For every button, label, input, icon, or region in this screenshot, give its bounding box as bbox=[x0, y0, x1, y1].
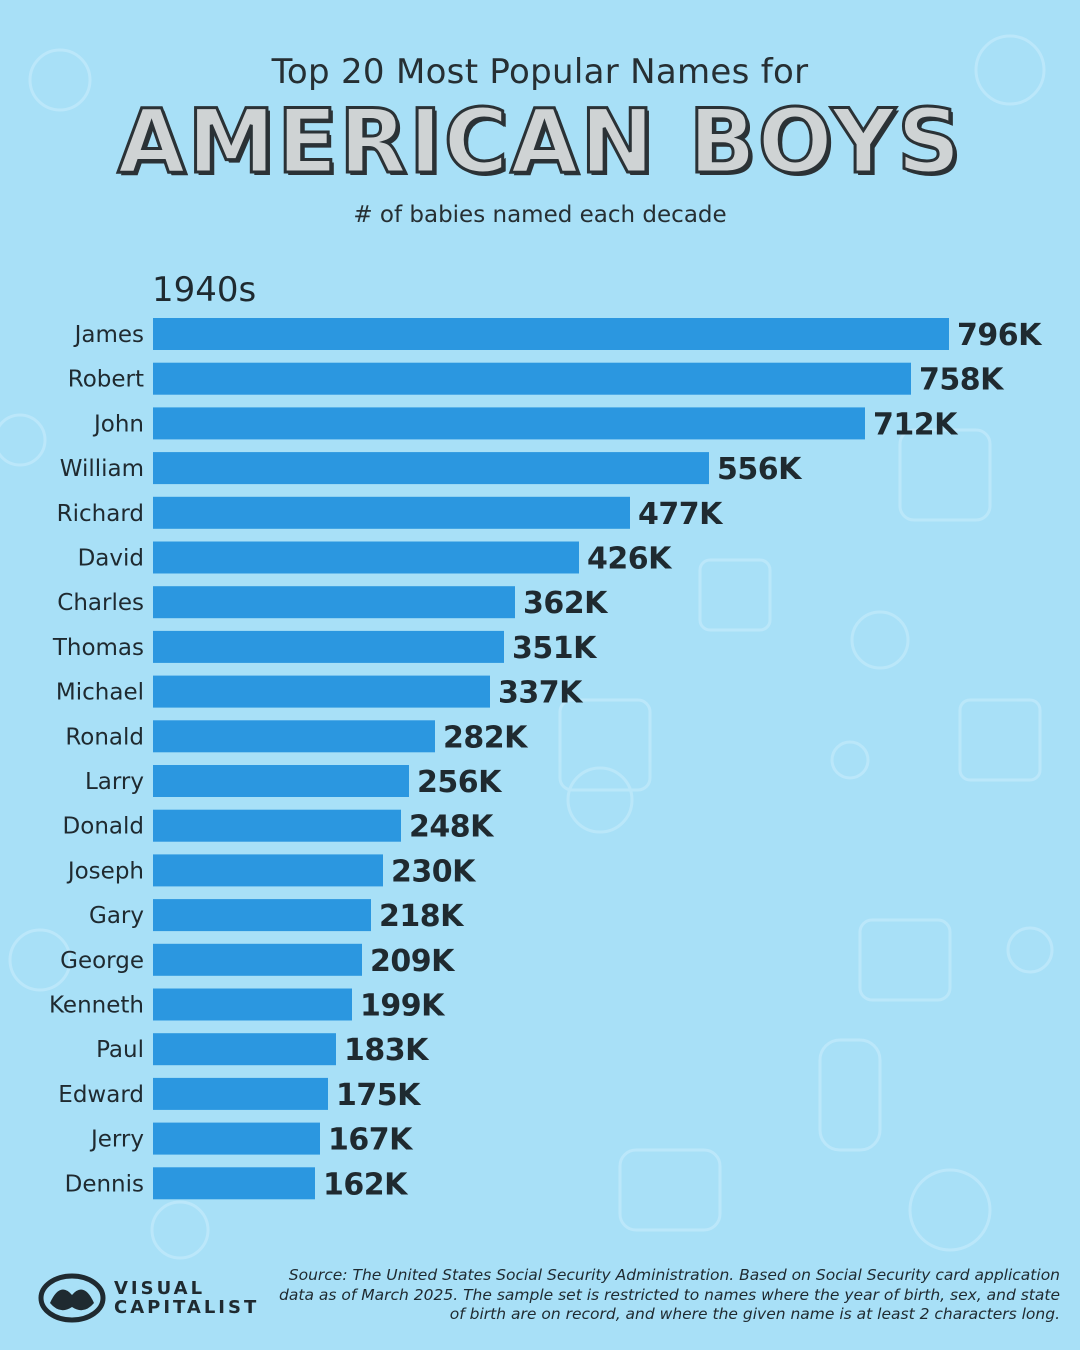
bar-michael bbox=[153, 675, 490, 708]
value-label-charles: 362K bbox=[523, 586, 609, 621]
value-label-edward: 175K bbox=[336, 1078, 422, 1113]
category-label-dennis: Dennis bbox=[65, 1171, 144, 1197]
category-label-gary: Gary bbox=[89, 903, 144, 929]
bar-david bbox=[153, 541, 579, 574]
bar-gary bbox=[153, 899, 371, 932]
bar-thomas bbox=[153, 630, 504, 663]
value-label-david: 426K bbox=[587, 542, 673, 577]
value-label-george: 209K bbox=[370, 944, 456, 979]
bar-paul bbox=[153, 1033, 336, 1066]
category-label-larry: Larry bbox=[85, 769, 144, 795]
visual-capitalist-logo: VISUAL CAPITALIST bbox=[38, 1273, 259, 1323]
value-label-donald: 248K bbox=[409, 810, 495, 845]
value-label-richard: 477K bbox=[638, 497, 724, 532]
visual-capitalist-logo-icon bbox=[38, 1273, 106, 1323]
bar-ronald bbox=[153, 720, 435, 753]
category-label-jerry: Jerry bbox=[89, 1127, 144, 1153]
value-label-thomas: 351K bbox=[512, 631, 598, 666]
bar-jerry bbox=[153, 1122, 320, 1155]
value-label-kenneth: 199K bbox=[360, 989, 446, 1024]
chart-header: Top 20 Most Popular Names for AMERICAN B… bbox=[0, 52, 1080, 228]
bar-robert bbox=[153, 362, 911, 395]
value-label-william: 556K bbox=[717, 452, 803, 487]
category-label-thomas: Thomas bbox=[52, 635, 144, 661]
category-label-john: John bbox=[92, 411, 144, 437]
value-label-gary: 218K bbox=[379, 899, 465, 934]
bar-william bbox=[153, 452, 709, 485]
bar-richard bbox=[153, 496, 630, 529]
category-label-richard: Richard bbox=[57, 501, 144, 527]
bar-james bbox=[153, 318, 949, 350]
value-label-larry: 256K bbox=[417, 765, 503, 800]
category-label-edward: Edward bbox=[58, 1082, 144, 1108]
bar-joseph bbox=[153, 854, 383, 887]
value-label-joseph: 230K bbox=[391, 854, 477, 889]
category-label-william: William bbox=[60, 456, 144, 482]
value-label-robert: 758K bbox=[919, 363, 1005, 398]
bar-george bbox=[153, 943, 362, 976]
category-label-charles: Charles bbox=[57, 590, 144, 616]
logo-line-1: VISUAL bbox=[114, 1278, 206, 1299]
bar-larry bbox=[153, 765, 409, 797]
value-label-ronald: 282K bbox=[443, 720, 529, 755]
chart-subtitle: # of babies named each decade bbox=[353, 202, 727, 229]
chart-title-top: Top 20 Most Popular Names for bbox=[271, 52, 809, 92]
bar-kenneth bbox=[153, 988, 352, 1021]
bar-charles bbox=[153, 586, 515, 619]
value-label-james: 796K bbox=[957, 318, 1043, 353]
bar-dennis bbox=[153, 1167, 315, 1200]
decade-label: 1940s bbox=[152, 270, 257, 310]
category-label-james: James bbox=[73, 322, 144, 348]
bar-john bbox=[153, 407, 865, 440]
logo-line-2: CAPITALIST bbox=[114, 1297, 260, 1318]
chart-title-main: AMERICAN BOYS bbox=[116, 90, 963, 193]
category-label-michael: Michael bbox=[56, 680, 144, 706]
category-label-george: George bbox=[60, 948, 144, 974]
value-label-dennis: 162K bbox=[323, 1167, 409, 1202]
value-label-paul: 183K bbox=[344, 1033, 430, 1068]
category-label-joseph: Joseph bbox=[66, 858, 144, 884]
bar-edward bbox=[153, 1077, 328, 1110]
value-label-michael: 337K bbox=[498, 676, 584, 711]
category-label-paul: Paul bbox=[96, 1037, 144, 1063]
value-label-jerry: 167K bbox=[328, 1123, 414, 1158]
category-label-robert: Robert bbox=[68, 367, 144, 393]
category-label-david: David bbox=[78, 546, 144, 572]
bar-donald bbox=[153, 809, 401, 842]
source-note: Source: The United States Social Securit… bbox=[279, 1266, 1060, 1323]
category-label-ronald: Ronald bbox=[65, 724, 144, 750]
bar-chart: James 796K Robert 758K John 712K William 556K Ri… bbox=[49, 318, 1044, 1202]
logo-wordmark: VISUAL CAPITALIST bbox=[114, 1279, 259, 1317]
category-label-donald: Donald bbox=[63, 814, 144, 840]
value-label-john: 712K bbox=[873, 407, 959, 442]
category-label-kenneth: Kenneth bbox=[49, 993, 144, 1019]
